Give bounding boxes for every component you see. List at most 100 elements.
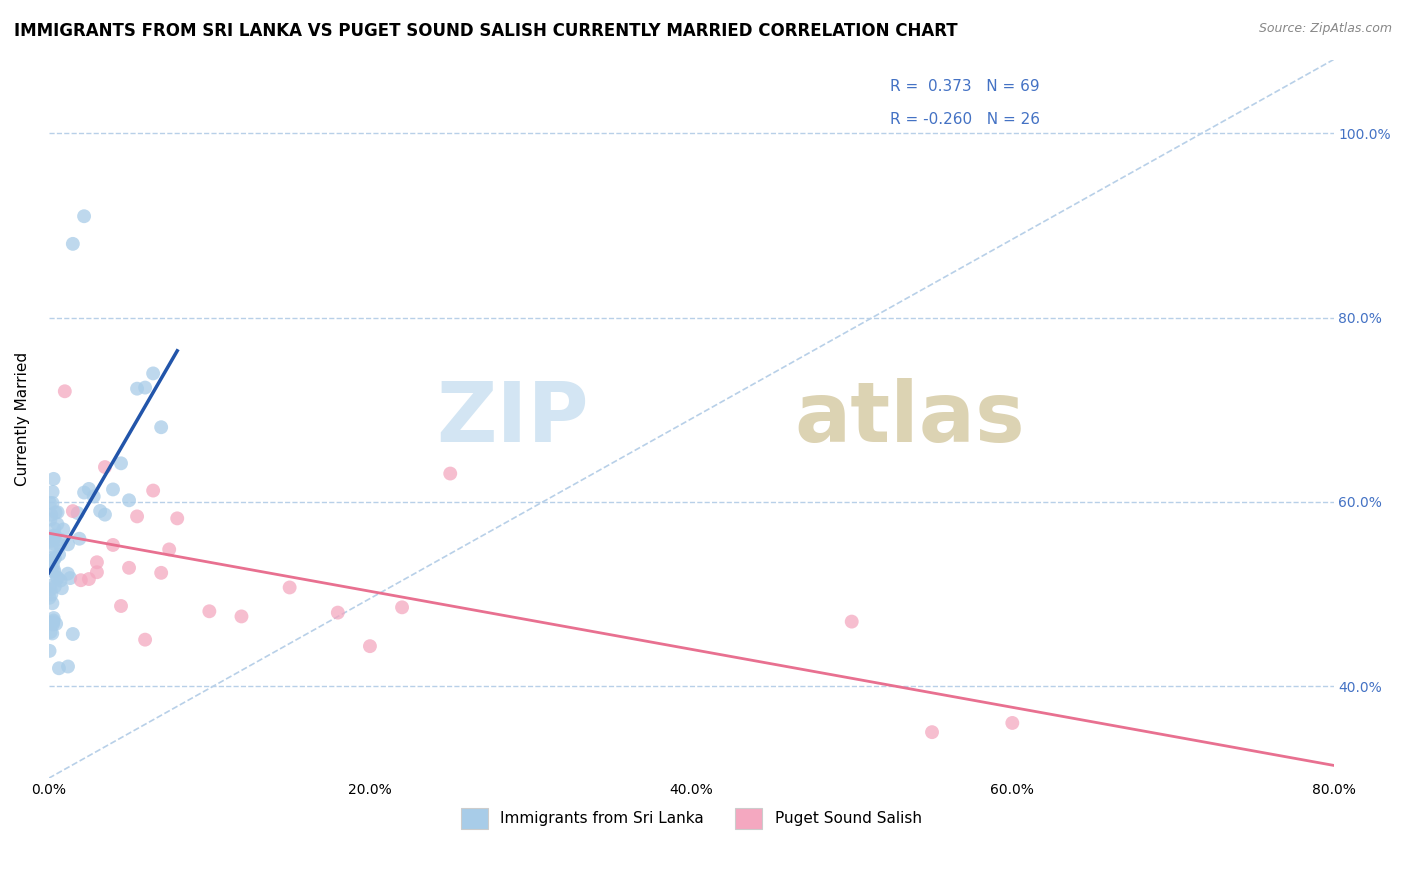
Point	[73, 209, 96, 223]
Point	[42, 565, 65, 579]
Point	[41, 484, 63, 499]
Point	[44, 541, 66, 556]
Point	[142, 367, 165, 381]
Point	[359, 639, 381, 653]
Point	[77, 572, 100, 586]
Point	[59, 571, 82, 585]
Point	[42, 614, 65, 628]
Text: atlas: atlas	[794, 378, 1025, 459]
Point	[48, 533, 70, 547]
Point	[44, 580, 66, 594]
Text: R = -0.260   N = 26: R = -0.260 N = 26	[890, 112, 1040, 128]
Point	[125, 382, 148, 396]
Point	[42, 611, 65, 625]
Point	[41, 596, 63, 610]
Point	[62, 627, 84, 641]
Point	[38, 644, 60, 658]
Point	[41, 626, 63, 640]
Point	[39, 513, 62, 527]
Point	[73, 485, 96, 500]
Point	[231, 609, 253, 624]
Point	[46, 505, 69, 519]
Point	[38, 591, 60, 605]
Y-axis label: Currently Married: Currently Married	[15, 351, 30, 486]
Point	[41, 496, 63, 510]
Point	[42, 550, 65, 565]
Point	[41, 536, 63, 550]
Point	[89, 504, 111, 518]
Point	[118, 561, 141, 575]
Point	[101, 483, 124, 497]
Point	[62, 236, 84, 251]
Point	[48, 661, 70, 675]
Point	[110, 456, 132, 470]
Point	[52, 523, 75, 537]
Point	[44, 529, 66, 543]
Point	[39, 508, 62, 522]
Point	[39, 624, 62, 639]
Point	[51, 581, 73, 595]
Point	[67, 532, 90, 546]
Point	[42, 529, 65, 543]
Point	[1001, 715, 1024, 730]
Point	[56, 566, 79, 581]
Text: ZIP: ZIP	[436, 378, 588, 459]
Text: IMMIGRANTS FROM SRI LANKA VS PUGET SOUND SALISH CURRENTLY MARRIED CORRELATION CH: IMMIGRANTS FROM SRI LANKA VS PUGET SOUND…	[14, 22, 957, 40]
Point	[278, 581, 301, 595]
Point	[56, 659, 79, 673]
Point	[42, 558, 65, 573]
Point	[166, 511, 188, 525]
Point	[157, 542, 180, 557]
Point	[134, 381, 156, 395]
Point	[45, 616, 67, 631]
Point	[45, 571, 67, 585]
Point	[38, 496, 60, 510]
Point	[150, 420, 173, 434]
Text: Source: ZipAtlas.com: Source: ZipAtlas.com	[1258, 22, 1392, 36]
Legend: Immigrants from Sri Lanka, Puget Sound Salish: Immigrants from Sri Lanka, Puget Sound S…	[454, 801, 928, 835]
Point	[46, 571, 69, 585]
Text: R =  0.373   N = 69: R = 0.373 N = 69	[890, 79, 1040, 95]
Point	[86, 566, 108, 580]
Point	[49, 538, 72, 552]
Point	[66, 506, 89, 520]
Point	[48, 548, 70, 562]
Point	[45, 506, 67, 520]
Point	[94, 508, 117, 522]
Point	[70, 573, 93, 587]
Point	[101, 538, 124, 552]
Point	[42, 472, 65, 486]
Point	[326, 606, 349, 620]
Point	[44, 522, 66, 536]
Point	[46, 517, 69, 532]
Point	[56, 537, 79, 551]
Point	[41, 554, 63, 568]
Point	[77, 482, 100, 496]
Point	[134, 632, 156, 647]
Point	[49, 574, 72, 588]
Point	[38, 579, 60, 593]
Point	[391, 600, 413, 615]
Point	[41, 587, 63, 601]
Point	[39, 533, 62, 548]
Point	[44, 564, 66, 578]
Point	[62, 504, 84, 518]
Point	[86, 555, 108, 569]
Point	[83, 490, 105, 504]
Point	[44, 551, 66, 566]
Point	[198, 604, 221, 618]
Point	[42, 615, 65, 629]
Point	[118, 493, 141, 508]
Point	[110, 599, 132, 613]
Point	[42, 617, 65, 632]
Point	[142, 483, 165, 498]
Point	[150, 566, 173, 580]
Point	[841, 615, 863, 629]
Point	[125, 509, 148, 524]
Point	[42, 553, 65, 567]
Point	[94, 460, 117, 475]
Point	[41, 615, 63, 630]
Point	[44, 530, 66, 544]
Point	[42, 532, 65, 546]
Point	[39, 582, 62, 597]
